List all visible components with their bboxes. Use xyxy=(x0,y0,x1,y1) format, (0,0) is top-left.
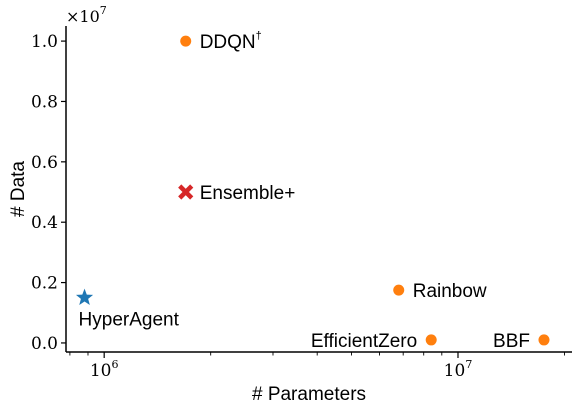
y-tick-label: 0.0 xyxy=(31,334,58,354)
y-tick-label: 0.6 xyxy=(31,153,58,173)
x-tick-label: 107 xyxy=(444,358,473,381)
y-axis-multiplier: ×107 xyxy=(66,4,107,26)
y-tick-label: 0.2 xyxy=(31,274,58,294)
point-ddqn-label: DDQN† xyxy=(200,30,262,53)
point-ensemble- xyxy=(178,184,194,200)
x-tick-label: 106 xyxy=(90,358,119,381)
point-rainbow-label: Rainbow xyxy=(413,281,487,302)
point-hyperagent xyxy=(75,288,94,305)
point-efficientzero xyxy=(425,334,437,346)
point-hyperagent-label: HyperAgent xyxy=(79,310,180,331)
point-rainbow xyxy=(393,284,405,296)
y-tick-label: 0.4 xyxy=(31,213,58,233)
y-axis-title: # Data xyxy=(8,161,29,217)
y-tick-label: 1.0 xyxy=(31,32,58,52)
point-efficientzero-label: EfficientZero xyxy=(311,331,417,352)
y-tick-label: 0.8 xyxy=(31,92,58,112)
x-axis-title: # Parameters xyxy=(252,384,366,405)
point-ddqn xyxy=(180,35,192,47)
point-bbf xyxy=(538,334,550,346)
point-ensemble--label: Ensemble+ xyxy=(200,183,296,204)
point-bbf-label: BBF xyxy=(493,331,530,352)
